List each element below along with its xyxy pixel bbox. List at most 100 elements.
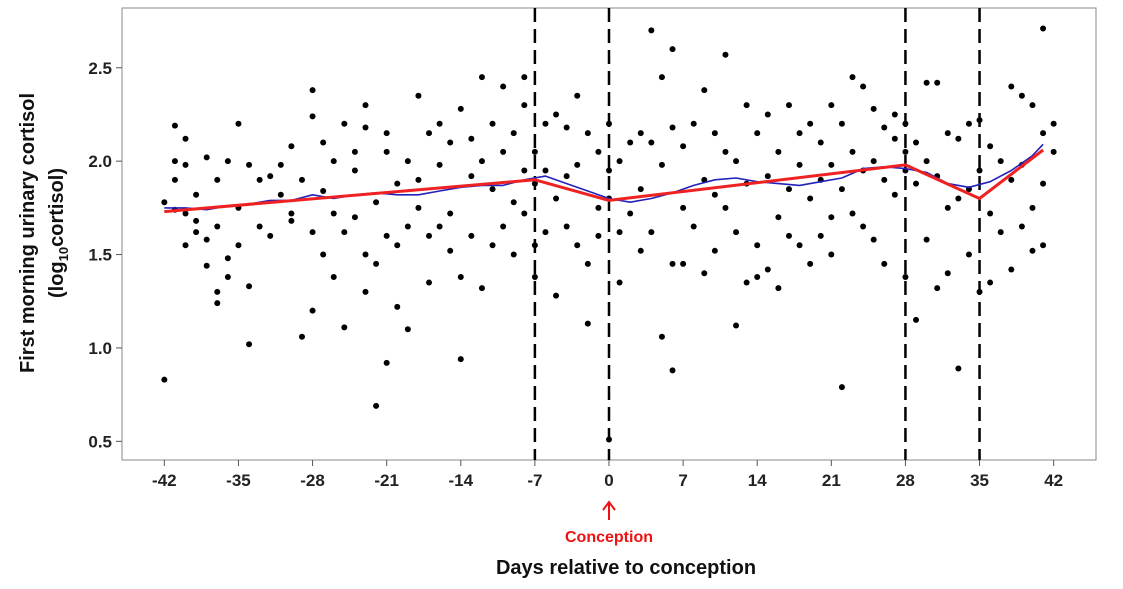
- data-point: [373, 402, 380, 409]
- data-point: [838, 120, 845, 127]
- data-point: [870, 105, 877, 112]
- data-point: [309, 113, 316, 120]
- data-point: [584, 130, 591, 137]
- data-point: [764, 266, 771, 273]
- data-point: [531, 273, 538, 280]
- data-point: [309, 307, 316, 314]
- data-point: [595, 148, 602, 155]
- data-point: [1029, 247, 1036, 254]
- data-point: [754, 130, 761, 137]
- data-point: [362, 288, 369, 295]
- data-point: [870, 158, 877, 165]
- data-point: [394, 180, 401, 187]
- data-point: [743, 102, 750, 109]
- y-axis-title-line2: (log10cortisol): [46, 168, 71, 298]
- data-point: [987, 143, 994, 150]
- data-point: [298, 176, 305, 183]
- data-point: [330, 158, 337, 165]
- data-point: [203, 236, 210, 243]
- data-point: [913, 180, 920, 187]
- y-axis-title-line1: First morning urinary cortisol: [17, 93, 39, 373]
- data-point: [457, 273, 464, 280]
- y-tick-label: 2.0: [88, 152, 112, 171]
- data-point: [733, 229, 740, 236]
- data-point: [860, 223, 867, 230]
- data-point: [849, 74, 856, 81]
- data-point: [606, 167, 612, 174]
- x-tick-label: -21: [374, 471, 399, 490]
- data-point: [902, 273, 909, 280]
- data-point: [574, 161, 581, 168]
- data-point: [161, 199, 168, 206]
- data-point: [627, 139, 634, 146]
- x-tick-label: -42: [152, 471, 177, 490]
- data-point: [182, 242, 189, 249]
- data-point: [669, 46, 676, 53]
- data-point: [987, 210, 994, 217]
- data-point: [1040, 25, 1047, 32]
- data-point: [574, 92, 581, 99]
- data-point: [521, 167, 528, 174]
- data-point: [860, 83, 867, 90]
- data-point: [1050, 120, 1057, 127]
- data-point: [669, 124, 676, 131]
- data-point: [965, 251, 972, 258]
- data-point: [1008, 266, 1015, 273]
- y-tick-label: 1.0: [88, 339, 112, 358]
- data-point: [510, 130, 517, 137]
- data-point: [648, 229, 655, 236]
- point-layer: [161, 25, 1057, 443]
- data-point: [383, 148, 390, 155]
- data-point: [923, 236, 930, 243]
- data-point: [235, 242, 242, 249]
- data-point: [616, 279, 623, 286]
- data-point: [976, 288, 983, 295]
- data-point: [478, 158, 485, 165]
- data-point: [404, 326, 411, 333]
- data-point: [500, 83, 507, 90]
- data-point: [923, 158, 930, 165]
- data-point: [277, 161, 284, 168]
- data-point: [235, 120, 242, 127]
- x-tick-label: 14: [748, 471, 767, 490]
- data-point: [246, 341, 253, 348]
- data-point: [817, 232, 824, 239]
- y-axis-title-prefix: (log: [46, 261, 68, 298]
- smooth-trend-line: [164, 143, 1044, 211]
- data-point: [182, 161, 189, 168]
- data-point: [680, 143, 687, 150]
- data-point: [415, 92, 422, 99]
- data-point: [997, 229, 1004, 236]
- data-point: [489, 242, 496, 249]
- data-point: [203, 262, 210, 269]
- data-point: [807, 260, 814, 267]
- data-point: [658, 333, 665, 340]
- data-point: [161, 376, 168, 383]
- data-point: [976, 167, 983, 174]
- data-point: [288, 210, 295, 217]
- data-point: [351, 148, 358, 155]
- y-tick-label: 1.5: [88, 246, 112, 265]
- data-point: [733, 322, 740, 329]
- data-point: [298, 333, 305, 340]
- data-point: [510, 251, 517, 258]
- y-axis-title-subscript: 10: [56, 247, 71, 261]
- x-tick-label: 0: [604, 471, 613, 490]
- data-point: [383, 359, 390, 366]
- data-point: [838, 384, 845, 391]
- data-point: [415, 204, 422, 211]
- line-layer: [164, 143, 1045, 214]
- data-point: [902, 148, 909, 155]
- data-point: [521, 102, 528, 109]
- data-point: [246, 161, 253, 168]
- data-point: [944, 204, 951, 211]
- data-point: [648, 27, 655, 34]
- data-point: [606, 436, 612, 443]
- data-point: [426, 130, 433, 137]
- data-point: [669, 367, 676, 374]
- data-point: [320, 139, 327, 146]
- data-point: [733, 158, 740, 165]
- data-point: [1018, 92, 1025, 99]
- data-point: [701, 176, 708, 183]
